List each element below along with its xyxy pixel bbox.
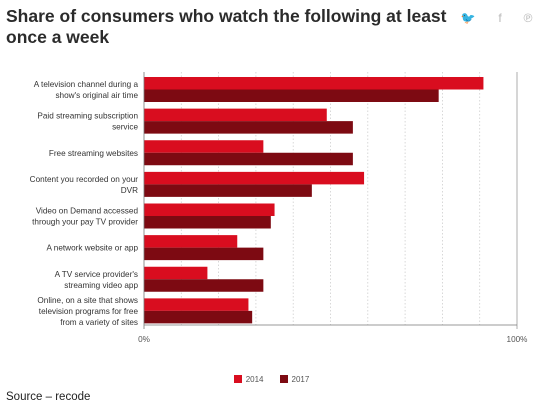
legend-item-2014: 2014 <box>233 374 264 384</box>
source-note: Source – recode <box>6 391 91 403</box>
legend-swatch-2014 <box>233 375 242 383</box>
bar-2017-0 <box>144 89 439 102</box>
bar-2014-1 <box>144 108 327 122</box>
bar-2014-0 <box>144 77 484 90</box>
category-label-7: Online, on a site that shows television p… <box>37 296 138 327</box>
category-label-2: Free streaming websites <box>49 149 138 158</box>
bar-2014-4 <box>144 203 275 216</box>
pinterest-icon[interactable]: ℗ <box>523 11 533 25</box>
category-label-3: Content you recorded on your DVR <box>30 175 139 195</box>
bar-2014-6 <box>144 266 208 280</box>
legend-label-2017: 2017 <box>291 374 310 384</box>
tick-label-100: 100% <box>507 335 528 344</box>
tick-label-0: 0% <box>138 335 150 344</box>
bar-2017-4 <box>144 216 271 229</box>
bar-2017-7 <box>144 310 253 324</box>
category-label-0: A television channel during a show's orig… <box>34 80 139 100</box>
bar-2017-2 <box>144 152 353 166</box>
legend-item-2017: 2017 <box>279 374 310 384</box>
bar-2017-1 <box>144 121 353 134</box>
bar-2014-2 <box>144 140 264 153</box>
category-label-1: Paid streaming subscription service <box>37 112 138 132</box>
legend-label-2014: 2014 <box>245 374 264 384</box>
category-label-5: A network website or app <box>47 244 139 253</box>
facebook-icon[interactable]: f <box>498 11 502 25</box>
bar-2014-5 <box>144 235 238 248</box>
chart-legend: 2014 2017 <box>0 372 543 386</box>
twitter-icon[interactable]: 🐦 <box>460 11 476 25</box>
bar-2014-3 <box>144 171 365 185</box>
bar-2017-6 <box>144 279 264 292</box>
category-label-6: A TV service provider's streaming video a… <box>55 270 139 290</box>
category-label-4: Video on Demand accessed through your pay… <box>32 207 138 227</box>
bar-2017-3 <box>144 184 312 197</box>
chart-title: Share of consumers who watch the followi… <box>6 6 447 47</box>
bar-2014-7 <box>144 298 249 311</box>
bar-2017-5 <box>144 247 264 261</box>
legend-swatch-2017 <box>279 375 288 383</box>
